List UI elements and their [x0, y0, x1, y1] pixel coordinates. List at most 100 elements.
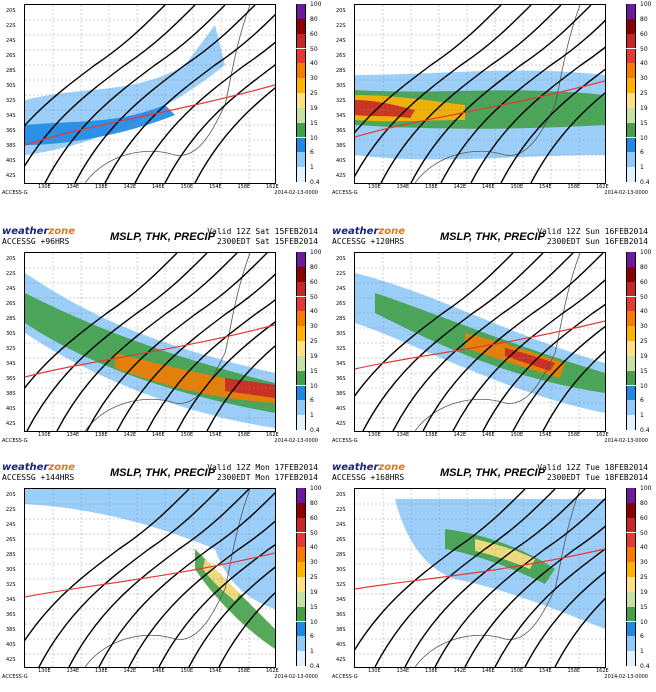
- colorbar-segment: [626, 137, 636, 153]
- colorbar-label: 25: [640, 338, 648, 345]
- colorbar-label: 100: [310, 485, 322, 492]
- colorbar-segment: [626, 296, 636, 312]
- colorbar-segment: [296, 33, 306, 49]
- longitude-label: 138E: [425, 184, 438, 190]
- footer-run-date: 2014-02-13-0000: [604, 190, 648, 196]
- colorbar-label: 15: [640, 367, 648, 375]
- longitude-label: 150E: [180, 184, 194, 190]
- latitude-label: 20S: [6, 492, 16, 498]
- colorbar-label: 19: [640, 352, 648, 360]
- valid-time-utc: Valid 12Z Sat 15FEB2014: [207, 227, 318, 236]
- longitude-label: 142E: [453, 184, 467, 190]
- longitude-label: 150E: [180, 668, 194, 674]
- colorbar-segment: [296, 78, 306, 93]
- isobar: [164, 64, 275, 183]
- colorbar-segment: [626, 502, 636, 518]
- colorbar-label: 100: [310, 1, 322, 8]
- colorbar-segment: [626, 562, 636, 577]
- longitude-label: 134E: [396, 668, 410, 674]
- colorbar-label: 1: [640, 412, 644, 420]
- colorbar-label: 50: [310, 529, 318, 537]
- longitude-label: 138E: [425, 432, 438, 438]
- longitude-label: 130E: [368, 432, 381, 438]
- colorbar-segment: [296, 591, 306, 607]
- longitude-label: 130E: [38, 432, 51, 438]
- longitude-label: 150E: [510, 184, 524, 190]
- colorbar-label: 25: [310, 90, 318, 97]
- colorbar-label: 50: [640, 293, 648, 301]
- isobar: [452, 279, 605, 431]
- isobar: [500, 68, 605, 183]
- isobar: [355, 5, 502, 134]
- forecast-panel: weatherzoneMSLP, THK, PRECIP130E134E138E…: [330, 0, 656, 208]
- weatherzone-logo: weatherzone: [332, 226, 405, 237]
- colorbar-segment: [626, 385, 636, 401]
- logo-text-accent: zone: [48, 226, 75, 237]
- isobar: [392, 253, 574, 431]
- colorbar-label: 0.4: [310, 427, 320, 434]
- isobar: [176, 321, 275, 431]
- colorbar-segment: [296, 326, 306, 341]
- forecast-panel: weatherzone ACCESSG +96HRS MSLP, THK, PREC…: [0, 226, 326, 456]
- isobar: [116, 273, 275, 431]
- colorbar-segment: [296, 636, 306, 652]
- latitude-label: 32S: [336, 98, 346, 104]
- map-canvas: [25, 5, 275, 183]
- colorbar-segment: [626, 636, 636, 652]
- colorbar-segment: [626, 33, 636, 49]
- coastline: [84, 5, 251, 183]
- latitude-label: 42S: [6, 421, 16, 427]
- colorbar-label: 80: [310, 15, 318, 23]
- isobar: [494, 548, 605, 667]
- isobar: [470, 46, 605, 183]
- latitude-label: 42S: [6, 173, 16, 179]
- latitude-label: 38S: [6, 627, 16, 633]
- thickness-line: [25, 84, 275, 146]
- isobar: [362, 253, 544, 431]
- colorbar-segment: [626, 4, 636, 19]
- latitude-label: 24S: [336, 522, 346, 528]
- longitude-label: 162E: [266, 668, 279, 674]
- footer-run-date: 2014-02-13-0000: [274, 674, 318, 680]
- map-canvas: [355, 489, 605, 667]
- latitude-label: 32S: [336, 346, 346, 352]
- latitude-label: 22S: [336, 271, 346, 277]
- colorbar-label: 40: [640, 544, 648, 552]
- longitude-label: 158E: [237, 432, 251, 438]
- latitude-label: 24S: [336, 286, 346, 292]
- colorbar-segment: [296, 355, 306, 371]
- isobar: [158, 544, 275, 667]
- colorbar-segment: [296, 415, 306, 430]
- panel-header: weatherzone ACCESSG +144HRS MSLP, THK, PRE…: [0, 462, 326, 484]
- longitude-label: 142E: [453, 432, 467, 438]
- longitude-label: 158E: [567, 668, 581, 674]
- colorbar-segment: [626, 517, 636, 533]
- isobar: [86, 253, 268, 431]
- latitude-label: 30S: [6, 83, 16, 89]
- colorbar-segment: [626, 591, 636, 607]
- colorbar-label: 1: [310, 648, 314, 656]
- longitude-label: 130E: [368, 184, 381, 190]
- longitude-label: 158E: [237, 184, 251, 190]
- longitude-label: 146E: [482, 668, 495, 674]
- latitude-label: 30S: [336, 331, 346, 337]
- colorbar-label: 15: [640, 119, 648, 127]
- latitude-label: 38S: [336, 627, 346, 633]
- colorbar-label: 1: [640, 164, 644, 172]
- colorbar-segment: [296, 93, 306, 108]
- colorbar-label: 25: [640, 574, 648, 581]
- footer-run-date: 2014-02-13-0000: [274, 190, 318, 196]
- colorbar-segment: [296, 152, 306, 168]
- valid-time-utc: Valid 12Z Tue 18FEB2014: [537, 463, 648, 472]
- colorbar-label: 40: [310, 60, 318, 68]
- panel-header: weatherzone ACCESSG +120HRS MSLP, THK, PRE…: [330, 226, 656, 248]
- colorbar-segment: [296, 488, 306, 503]
- map-canvas: [25, 489, 275, 667]
- colorbar-label: 80: [310, 263, 318, 271]
- colorbar-label: 10: [310, 134, 318, 142]
- colorbar-label: 80: [310, 499, 318, 507]
- colorbar-segment: [626, 370, 636, 386]
- longitude-label: 130E: [368, 668, 381, 674]
- logo-text: weather: [2, 226, 49, 237]
- footer-source: ACCESS-G: [332, 438, 358, 444]
